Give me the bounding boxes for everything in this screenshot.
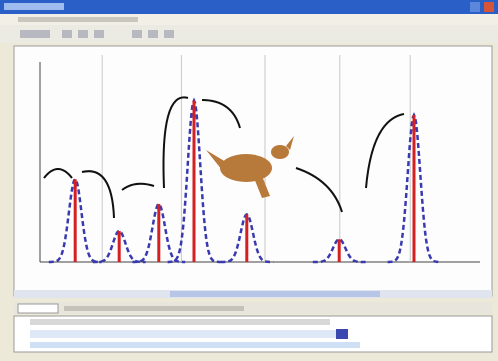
color-swatch: [336, 329, 348, 339]
fit-curve: [312, 237, 366, 264]
title-text: [4, 3, 64, 10]
toolbar-buttons[interactable]: [20, 30, 174, 38]
close-button[interactable]: [484, 2, 494, 12]
arrows: [43, 96, 405, 219]
tab[interactable]: [17, 303, 59, 314]
fit-curve: [132, 202, 186, 264]
toolbar: [0, 25, 498, 43]
tab-labels[interactable]: [64, 306, 244, 311]
fit-curve: [48, 177, 102, 264]
table-header: [30, 319, 330, 325]
table-row[interactable]: [30, 330, 340, 338]
plot: [48, 55, 441, 264]
menu-items[interactable]: [18, 17, 138, 22]
fit-curve: [387, 112, 441, 264]
maximize-button[interactable]: [470, 2, 480, 12]
kangaroo-image: [206, 136, 294, 198]
menu-bar: [0, 14, 498, 25]
fit-curve: [167, 97, 221, 264]
table-row[interactable]: [30, 342, 360, 348]
title-bar: [0, 0, 498, 14]
scroll-thumb[interactable]: [170, 291, 380, 297]
